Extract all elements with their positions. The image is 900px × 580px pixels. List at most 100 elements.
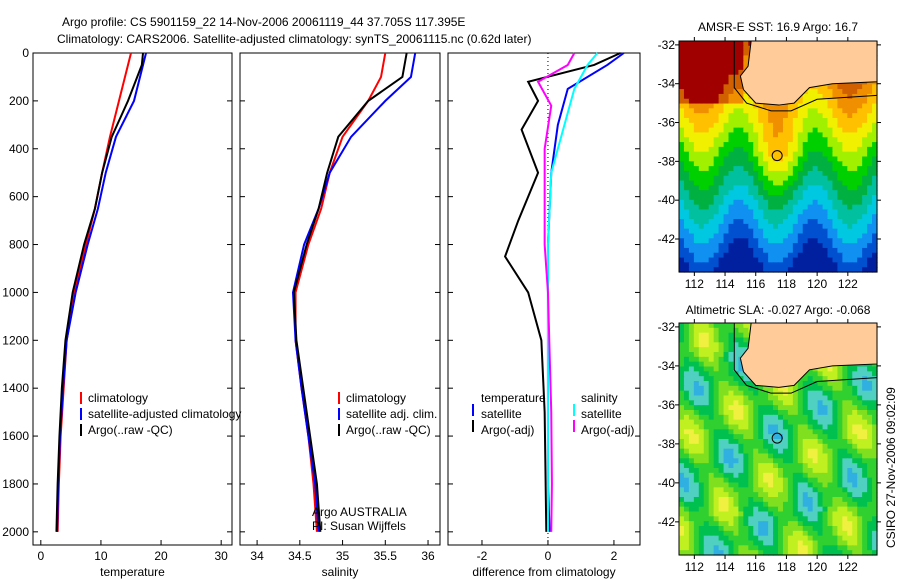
map-cell [679,69,685,76]
map-cell [693,89,700,95]
map-cell [679,550,685,556]
map-cell [733,247,739,254]
map-cell [782,161,789,167]
map-cell [787,252,794,259]
map-cell [827,118,834,124]
map-cell [679,472,685,479]
map-cell [817,501,824,508]
map-cell [743,113,749,119]
map-cell [872,195,878,201]
map-cell [852,180,858,186]
map-cell [708,376,715,382]
map-cell [708,45,715,52]
map-cell [817,170,824,177]
map-cell [758,516,764,522]
map-cell [807,385,814,392]
map-cell [857,419,863,426]
x-tick-label: 10 [94,549,108,563]
map-cell [763,142,769,148]
map-cell [782,103,789,109]
map-cell [683,55,690,61]
map-cell [812,530,819,537]
map-cell [847,247,853,254]
map-cell [852,233,858,239]
map-cell [852,84,858,90]
title-line-1: Argo profile: CS 5901159_22 14-Nov-2006 … [62,15,465,29]
map-cell [713,347,720,353]
map-cell [827,93,834,100]
map-cell [787,199,794,206]
map-cell [688,506,695,513]
map-cell [822,190,829,196]
map-cell [857,468,863,474]
map-cell [758,257,764,263]
map-cell [708,371,715,377]
map-cell [817,419,824,426]
map-cell [698,477,705,484]
lon-tick-label: 118 [777,560,796,574]
map-cell [753,161,759,167]
map-cell [738,262,744,268]
map-cell [688,127,695,134]
map-cell [698,127,705,134]
map-cell [812,190,819,196]
map-cell [748,410,754,416]
map-cell [708,219,715,225]
map-cell [748,151,754,158]
map-cell [812,453,819,459]
map-cell [847,429,853,435]
map-cell [703,482,710,488]
map-cell [708,89,715,95]
map-cell [817,137,824,143]
map-cell [693,405,700,411]
map-cell [688,376,695,382]
map-cell [787,195,794,201]
map-cell [807,223,814,230]
map-cell [857,472,863,479]
map-cell [792,434,799,440]
map-cell [693,267,700,273]
map-cell [679,243,685,249]
map-cell [688,65,695,71]
map-cell [743,419,749,426]
map-cell [698,108,705,114]
map-cell [683,127,690,134]
map-cell [753,511,759,517]
map-cell [743,132,749,138]
legend-swatch [472,404,474,416]
map-cell [748,103,754,109]
map-cell [703,424,710,430]
map-cell [817,142,824,148]
y-tick-label: 1000 [2,285,29,299]
map-cell [698,185,705,191]
map-cell [698,65,705,71]
map-cell [748,118,754,124]
map-cell [748,267,754,273]
map-cell [862,238,868,244]
map-cell [842,434,848,440]
map-cell [693,323,700,329]
map-cell [753,166,759,172]
map-cell [807,458,814,464]
map-cell [728,332,735,339]
map-cell [862,195,868,201]
map-cell [718,98,725,105]
map-cell [797,487,804,493]
map-cell [822,395,829,401]
map-cell [773,521,779,527]
map-cell [688,361,695,368]
map-cell [708,60,715,66]
map-cell [797,132,804,138]
map-cell [812,257,819,263]
map-cell [698,228,705,235]
map-cell [723,381,730,387]
map-cell [768,228,774,235]
map-cell [713,371,720,377]
map-cell [847,170,853,177]
map-cell [723,199,730,206]
map-cell [787,487,794,493]
map-cell [743,243,749,249]
map-cell [778,516,784,522]
map-cell [847,233,853,239]
map-cell [822,540,829,546]
